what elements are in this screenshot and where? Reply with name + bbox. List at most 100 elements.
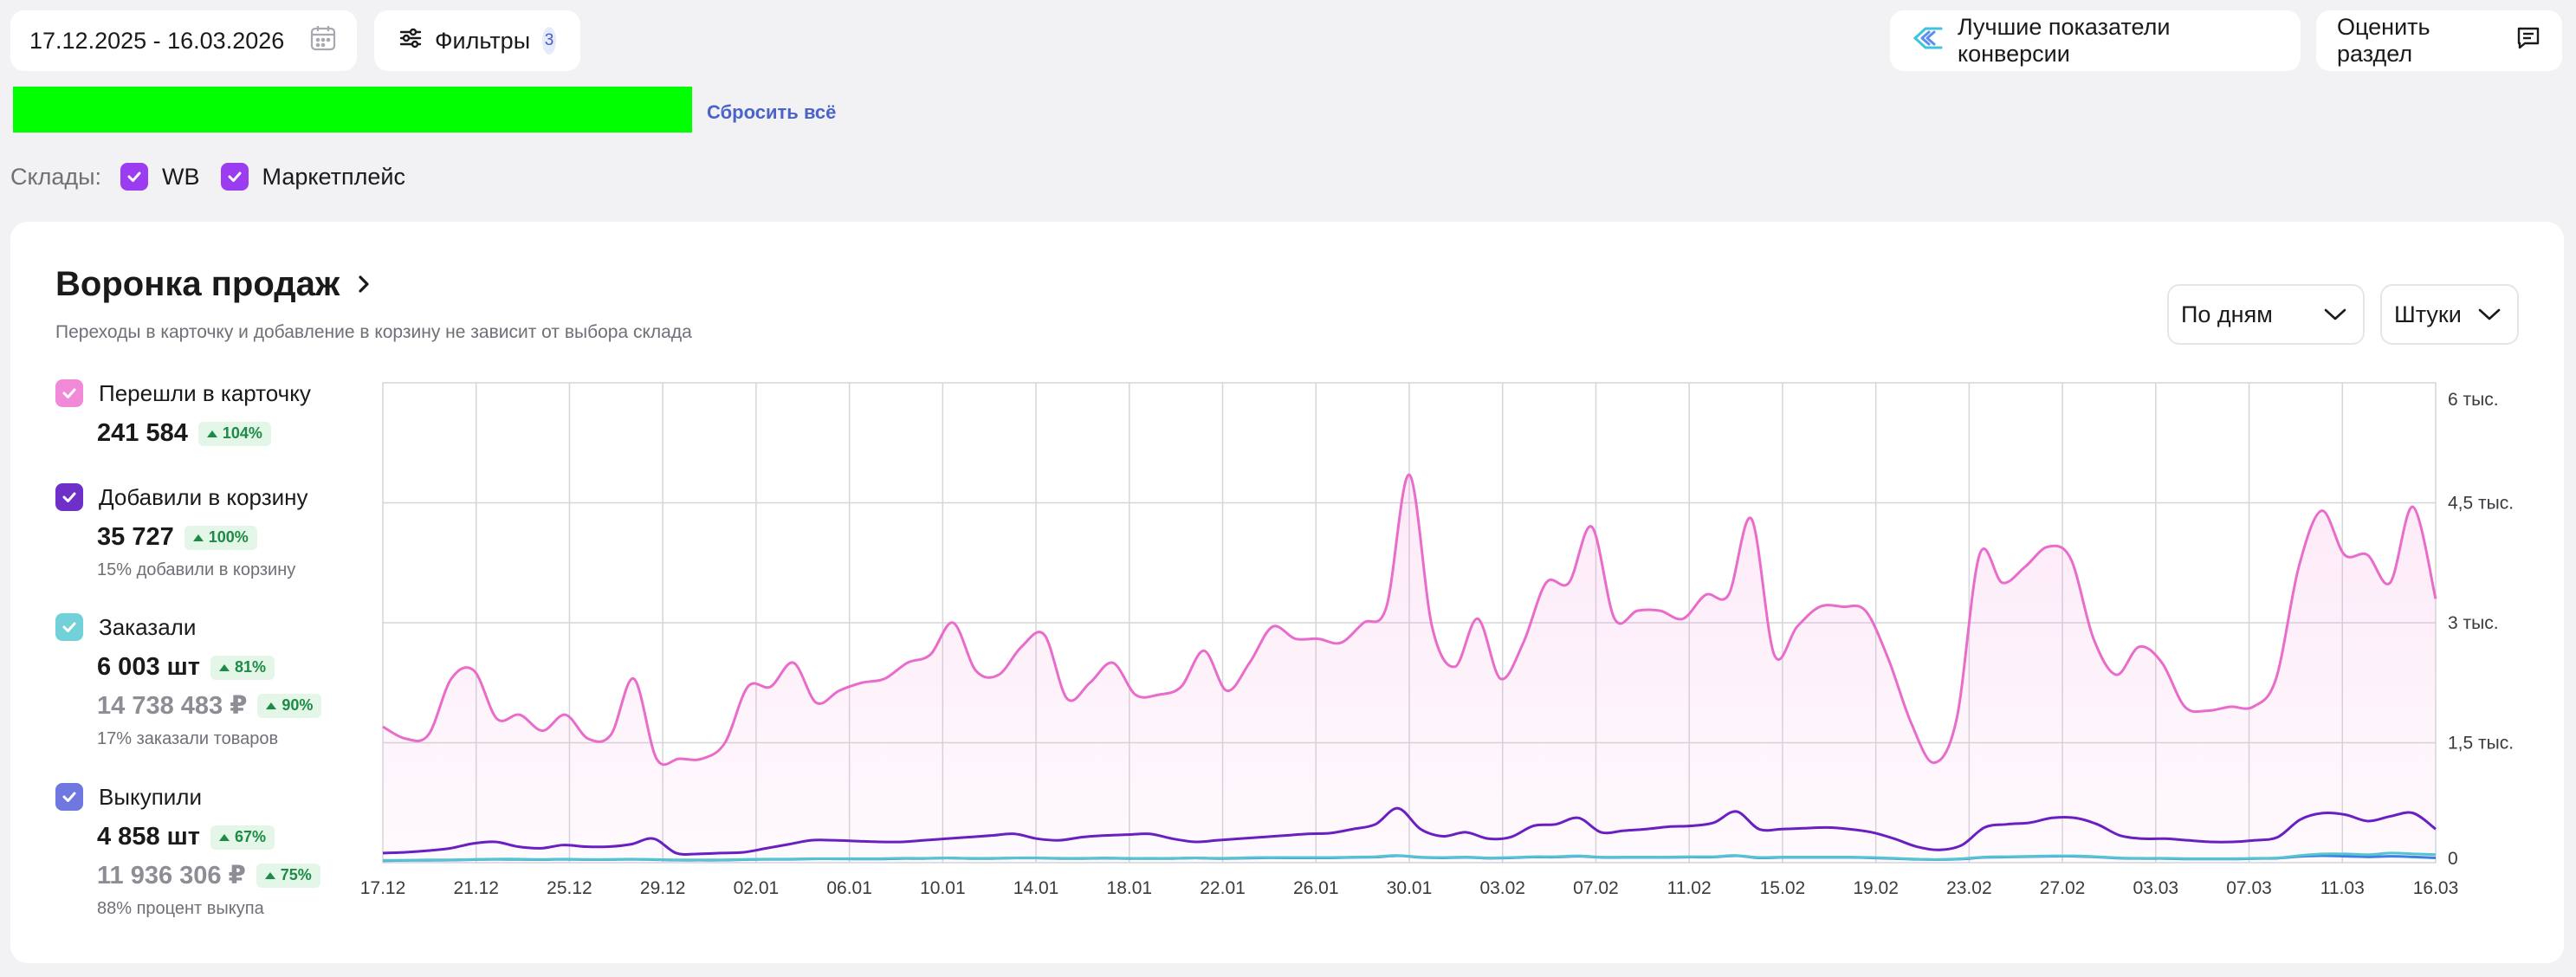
checkbox-checked-icon[interactable] (55, 613, 83, 641)
warehouse-option-label: WB (162, 163, 200, 190)
rate-section-button[interactable]: Оценить раздел (2316, 10, 2562, 71)
metric-note: 17% заказали товаров (97, 729, 279, 748)
warehouse-option-wb[interactable]: WB (120, 163, 200, 191)
arrow-up-icon (264, 871, 275, 879)
x-tick-label: 21.12 (453, 878, 499, 898)
x-tick-label: 03.03 (2133, 878, 2179, 898)
filters-count-badge: 3 (542, 27, 556, 55)
warehouse-option-marketplace[interactable]: Маркетплейс (220, 163, 405, 191)
chevron-down-icon (2323, 301, 2347, 328)
metric-note: 88% процент выкупа (97, 899, 264, 918)
checkbox-checked-icon[interactable] (55, 783, 83, 811)
trend-badge: 104% (197, 421, 271, 446)
y-tick-label: 3 тыс. (2448, 613, 2499, 633)
arrow-up-icon (219, 663, 230, 671)
calendar-icon (308, 23, 338, 59)
x-tick-label: 07.03 (2226, 878, 2272, 898)
x-tick-label: 16.03 (2413, 878, 2459, 898)
metric-value: 241 584 (97, 419, 188, 447)
x-tick-label: 15.02 (1760, 878, 1806, 898)
trend-badge: 81% (210, 655, 275, 680)
x-tick-label: 03.02 (1479, 878, 1525, 898)
date-range-value: 17.12.2025 - 16.03.2026 (29, 27, 285, 54)
trend-badge: 75% (256, 863, 320, 888)
arrow-up-icon (219, 833, 230, 841)
filters-button[interactable]: Фильтры 3 (374, 10, 580, 71)
x-tick-label: 11.02 (1667, 878, 1712, 898)
sales-funnel-card: Воронка продаж Переходы в карточку и доб… (10, 222, 2564, 963)
checkbox-checked-icon[interactable] (55, 483, 83, 511)
x-tick-label: 17.12 (360, 878, 406, 898)
reset-all-link[interactable]: Сбросить всё (707, 101, 837, 123)
date-range-picker[interactable]: 17.12.2025 - 16.03.2026 (10, 10, 357, 71)
x-tick-label: 25.12 (547, 878, 592, 898)
funnel-line-chart[interactable]: 17.12 21.12 25.12 29.12 02.01 06.01 10.01 14.01… (10, 222, 2564, 963)
period-select-value: По дням (2181, 301, 2273, 327)
metric-value: 4 858 шт (97, 823, 201, 851)
metric-buyouts: Выкупили 4 858 шт 67% 11 936 306 ₽ 75% 8… (55, 783, 320, 919)
x-tick-label: 11.03 (2320, 878, 2365, 898)
metric-orders: Заказали 6 003 шт 81% 14 738 483 ₽ 90% 1… (55, 613, 322, 749)
trend-value: 75% (280, 866, 312, 883)
trend-value: 100% (208, 528, 249, 546)
metric-note: 15% добавили в корзину (97, 560, 296, 579)
metric-card-views: Перешли в карточку 241 584 104% (55, 379, 311, 448)
metric-value-rub: 11 936 306 ₽ (97, 862, 246, 890)
trend-badge: 100% (184, 525, 257, 550)
rate-section-label: Оценить раздел (2337, 14, 2430, 67)
metric-label: Перешли в карточку (99, 379, 311, 406)
arrow-up-icon (266, 702, 277, 709)
feedback-icon (2515, 25, 2541, 57)
chevron-down-icon (2477, 301, 2502, 328)
funnel-title-text: Воронка продаж (55, 265, 340, 303)
x-tick-label: 22.01 (1200, 878, 1246, 898)
trend-badge: 90% (257, 693, 322, 718)
x-tick-label: 14.01 (1013, 878, 1059, 898)
trend-badge: 67% (210, 825, 275, 850)
metric-label: Добавили в корзину (99, 483, 308, 510)
best-conversion-label: Лучшие показатели конверсии (1958, 14, 2171, 67)
y-tick-label: 4,5 тыс. (2448, 494, 2514, 514)
x-tick-label: 26.01 (1293, 878, 1339, 898)
trend-value: 104% (222, 424, 262, 442)
trend-value: 90% (282, 696, 314, 714)
metric-label: Заказали (99, 613, 197, 640)
series-line-card-views (382, 473, 2437, 767)
funnel-subtitle: Переходы в карточку и добавление в корзи… (55, 322, 692, 342)
metric-value: 6 003 шт (97, 653, 201, 681)
x-tick-label: 18.01 (1107, 878, 1153, 898)
arrow-up-icon (192, 534, 204, 541)
x-tick-label: 23.02 (1946, 878, 1992, 898)
series-line-orders (382, 851, 2437, 862)
warehouse-filter: Склады: WB Маркетплейс (10, 159, 426, 194)
trend-value: 67% (235, 828, 267, 845)
x-tick-label: 19.02 (1853, 878, 1899, 898)
checkbox-checked-icon[interactable] (55, 379, 83, 407)
unit-select[interactable]: Штуки (2380, 284, 2519, 345)
warehouses-label: Склады: (10, 163, 102, 190)
arrow-up-icon (206, 430, 217, 437)
conversion-logo-icon (1913, 25, 1944, 57)
best-conversion-button[interactable]: Лучшие показатели конверсии (1890, 10, 2301, 71)
y-tick-label: 1,5 тыс. (2448, 734, 2514, 754)
x-tick-label: 29.12 (640, 878, 686, 898)
series-line-add-to-cart (382, 806, 2437, 856)
metric-value-rub: 14 738 483 ₽ (97, 692, 248, 720)
metric-label: Выкупили (99, 783, 202, 810)
trend-value: 81% (235, 658, 267, 676)
checkbox-checked-icon[interactable] (220, 163, 249, 191)
filters-label: Фильтры (435, 27, 531, 54)
unit-select-value: Штуки (2394, 301, 2462, 327)
metric-value: 35 727 (97, 523, 174, 551)
y-tick-label: 6 тыс. (2448, 390, 2499, 410)
x-tick-label: 30.01 (1387, 878, 1433, 898)
x-tick-label: 06.01 (826, 878, 872, 898)
redacted-filter-chips (13, 87, 692, 133)
x-tick-label: 10.01 (920, 878, 966, 898)
checkbox-checked-icon[interactable] (120, 163, 149, 191)
sliders-icon (398, 26, 423, 56)
funnel-title[interactable]: Воронка продаж (55, 265, 372, 304)
warehouse-option-label: Маркетплейс (262, 163, 405, 190)
metric-add-to-cart: Добавили в корзину 35 727 100% 15% добав… (55, 483, 308, 580)
period-select[interactable]: По дням (2167, 284, 2365, 345)
